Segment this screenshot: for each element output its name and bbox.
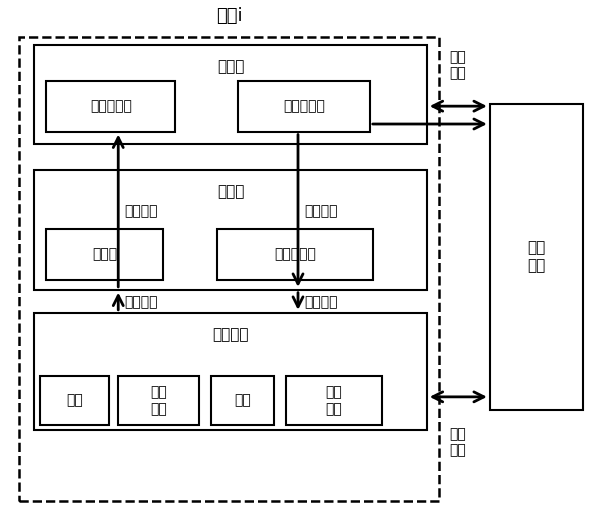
Text: 决策控制器: 决策控制器	[274, 247, 316, 261]
Bar	[34, 170, 427, 290]
Text: 信号接收器: 信号接收器	[90, 99, 132, 113]
Text: 控制信号: 控制信号	[304, 295, 338, 309]
Bar	[211, 377, 274, 425]
Text: 单元i: 单元i	[216, 7, 243, 25]
Text: 传感器: 传感器	[92, 247, 117, 261]
Bar	[46, 81, 175, 132]
Text: 其他
设备: 其他 设备	[326, 386, 343, 416]
Text: 物理设备: 物理设备	[213, 327, 249, 342]
Bar	[490, 104, 583, 409]
Text: 采样信号: 采样信号	[124, 295, 158, 309]
Text: 通信器: 通信器	[217, 59, 244, 74]
Text: 信息接收: 信息接收	[124, 204, 158, 218]
Bar	[46, 229, 163, 280]
Bar	[238, 81, 370, 132]
Text: 储能
设备: 储能 设备	[150, 386, 167, 416]
Bar	[40, 377, 109, 425]
Text: 相邻
单元: 相邻 单元	[527, 241, 545, 273]
Text: 能量
传输: 能量 传输	[450, 427, 467, 458]
Bar	[34, 45, 427, 145]
Bar	[34, 313, 427, 430]
Text: 信息发送: 信息发送	[304, 204, 338, 218]
Text: 决策器: 决策器	[217, 184, 244, 199]
Bar	[286, 377, 382, 425]
Text: 负荷: 负荷	[234, 393, 251, 408]
Text: 电源: 电源	[66, 393, 83, 408]
Bar	[118, 377, 199, 425]
Text: 信号发送器: 信号发送器	[283, 99, 325, 113]
Bar	[217, 229, 373, 280]
Text: 信息
交互: 信息 交互	[450, 50, 467, 81]
Bar	[19, 37, 439, 501]
